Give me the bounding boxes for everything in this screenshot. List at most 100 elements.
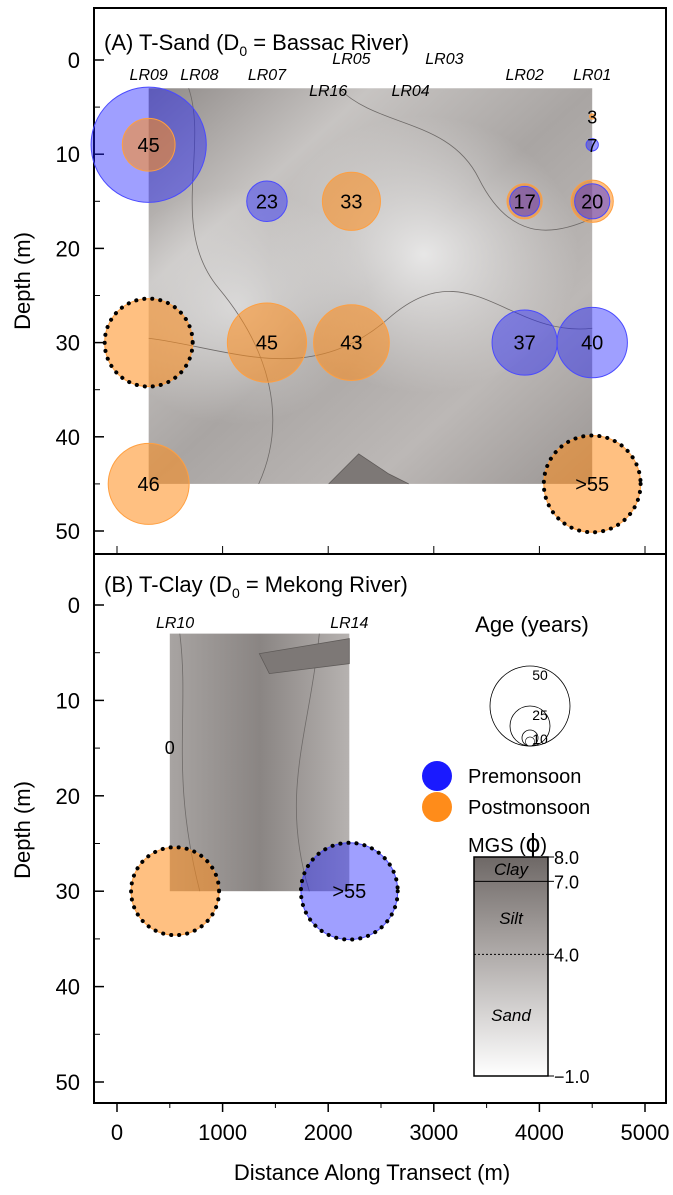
age-marker — [585, 138, 599, 152]
well-label: LR01 — [573, 67, 611, 84]
legend-age-circle — [525, 736, 535, 747]
panel-a-title: (A) T-Sand (D0 = Bassac River) — [104, 30, 409, 59]
x-axis: 0 1000 2000 3000 4000 5000 — [111, 1103, 669, 1145]
legend-age-sizes: 50 25 10 — [489, 665, 571, 747]
mgs-scale-tick-label: 4.0 — [554, 945, 579, 965]
age-label: 40 — [581, 333, 603, 355]
well-label: LR16 — [309, 83, 347, 100]
y-tick-label: 40 — [56, 975, 80, 1000]
mgs-contour — [179, 633, 201, 892]
panel-b-title: (B) T-Clay (D0 = Mekong River) — [104, 572, 408, 601]
age-label: 45 — [138, 135, 160, 157]
censored-marker — [102, 296, 195, 389]
panel-a-y-label: Depth (m) — [10, 232, 35, 330]
well-label: LR14 — [330, 615, 368, 632]
legend-postmonsoon-swatch — [422, 792, 452, 822]
age-label: >55 — [332, 881, 366, 903]
age-marker — [570, 179, 614, 223]
x-tick-label: 1000 — [198, 1120, 247, 1145]
age-label: 20 — [581, 191, 603, 213]
panel-b: 0 10 20 30 40 50 LR10 LR14 0 >55 (B) T-Clay (D… — [10, 553, 667, 1104]
age-marker — [121, 117, 176, 172]
y-tick-label: 10 — [56, 688, 80, 713]
y-tick-label: 40 — [56, 425, 80, 450]
mgs-highlight — [148, 88, 593, 484]
age-label: 3 — [587, 108, 597, 128]
y-tick-label: 50 — [56, 519, 80, 544]
panel-b-frame — [93, 553, 667, 1104]
age-marker — [506, 183, 543, 220]
legend-age-label: 10 — [532, 731, 548, 747]
y-tick-label: 50 — [56, 1070, 80, 1095]
panel-a-well-labels: LR09 LR08 LR07 LR16 LR05 LR04 LR03 LR02 LR01 — [130, 51, 612, 100]
legend-postmonsoon-label: Postmonsoon — [468, 797, 590, 819]
panel-a: 0 10 20 30 40 50 LR09 LR08 LR07 LR16 LR05 LR04 LR03… — [10, 7, 667, 555]
age-marker — [313, 304, 390, 381]
mgs-contour — [148, 291, 593, 359]
mgs-contour — [258, 638, 350, 675]
age-marker — [107, 442, 190, 525]
well-label: LR07 — [248, 67, 287, 84]
legend-mgs-scale: 8.0 7.0 4.0 −1.0 Clay Silt Sand — [473, 848, 590, 1087]
well-label: LR08 — [180, 67, 218, 84]
y-tick-label: 20 — [56, 784, 80, 809]
panel-b-age-markers: >55 — [129, 840, 400, 942]
legend-mgs-label: MGS (ϕ) — [468, 828, 547, 858]
y-tick-label: 0 — [68, 593, 80, 618]
panel-b-y-axis: 0 10 20 30 40 50 — [56, 593, 104, 1095]
x-tick-label: 2000 — [304, 1120, 353, 1145]
y-tick-label: 30 — [56, 331, 80, 356]
mgs-contour — [328, 453, 409, 485]
age-label: 43 — [340, 333, 362, 355]
mgs-scale-class-label: Sand — [491, 1006, 531, 1025]
age-marker — [321, 171, 381, 231]
age-marker — [556, 306, 628, 379]
censored-marker — [129, 845, 222, 938]
age-label: 33 — [340, 191, 362, 213]
panel-a-mgs-surface — [148, 87, 593, 485]
y-tick-label: 20 — [56, 236, 80, 261]
mgs-contour — [338, 87, 593, 231]
age-label: 7 — [587, 136, 597, 156]
y-tick-label: 10 — [56, 142, 80, 167]
legend-age-title: Age (years) — [475, 612, 589, 637]
age-marker — [226, 302, 308, 383]
panel-b-well-labels: LR10 LR14 — [156, 615, 369, 632]
legend-age-label: 50 — [532, 667, 548, 683]
age-marker — [509, 185, 541, 217]
x-tick-label: 3000 — [409, 1120, 458, 1145]
censored-marker — [541, 433, 643, 535]
age-label: 45 — [256, 333, 278, 355]
mgs-scale-bar — [473, 856, 549, 1077]
panel-b-mgs-surface — [169, 633, 350, 892]
mgs-scale-tick-label: 7.0 — [554, 872, 579, 892]
age-label: 46 — [138, 474, 160, 496]
legend: Age (years) 50 25 10 Premonsoon Postmonsoo… — [422, 612, 590, 1087]
age-label: 37 — [513, 333, 535, 355]
age-marker — [574, 183, 611, 220]
panel-b-y-label: Depth (m) — [10, 781, 35, 879]
mgs-scale-class-label: Clay — [494, 860, 530, 879]
mgs-scale-tick-label: 8.0 — [554, 848, 579, 868]
mgs-fill — [169, 633, 350, 892]
age-label: 23 — [256, 191, 278, 213]
well-label: LR02 — [505, 67, 543, 84]
well-label: LR05 — [332, 51, 370, 68]
well-label: LR09 — [130, 67, 168, 84]
x-axis-label: Distance Along Transect (m) — [234, 1160, 510, 1185]
well-label: LR10 — [156, 615, 194, 632]
panel-b-contour-labels: 0 — [165, 738, 175, 758]
censored-marker — [298, 840, 400, 942]
legend-premonsoon-swatch — [422, 761, 452, 791]
y-tick-label: 0 — [68, 48, 80, 73]
mgs-scale-tick-label: −1.0 — [554, 1067, 590, 1087]
panel-a-y-axis: 0 10 20 30 40 50 — [56, 48, 646, 554]
age-marker — [589, 113, 596, 120]
age-label: 17 — [513, 191, 535, 213]
well-label: LR04 — [391, 83, 429, 100]
well-label: LR03 — [425, 51, 463, 68]
x-tick-label: 4000 — [515, 1120, 564, 1145]
contour-label: 0 — [165, 738, 175, 758]
